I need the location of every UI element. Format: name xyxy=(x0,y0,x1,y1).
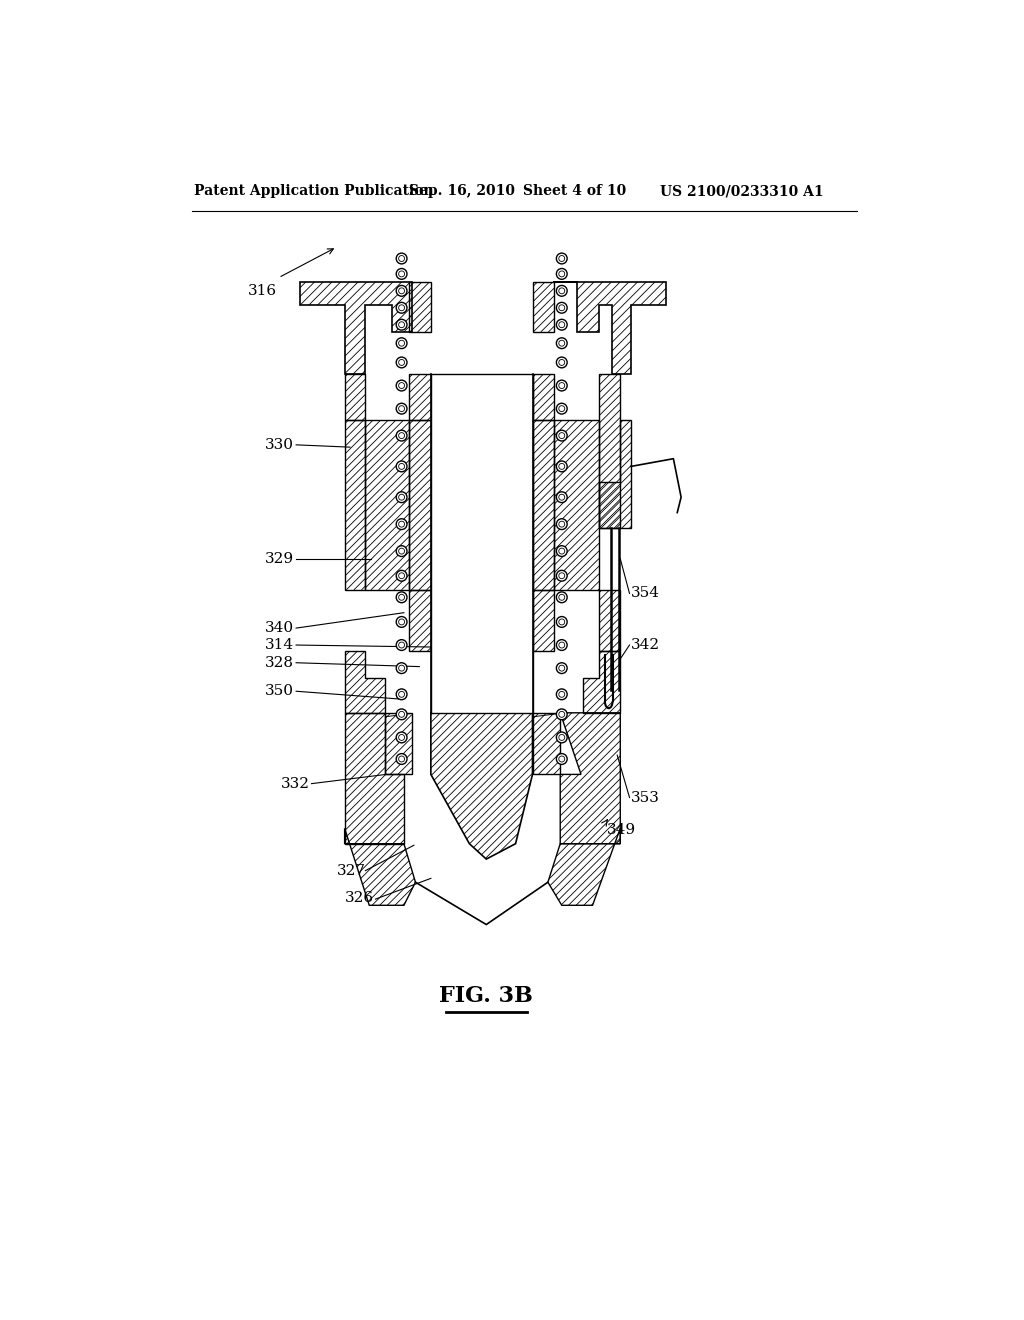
Circle shape xyxy=(396,404,407,414)
Circle shape xyxy=(556,404,567,414)
Circle shape xyxy=(556,253,567,264)
Circle shape xyxy=(396,689,407,700)
Text: 329: 329 xyxy=(265,552,295,566)
Text: 354: 354 xyxy=(631,586,660,601)
Circle shape xyxy=(556,519,567,529)
Circle shape xyxy=(556,319,567,330)
Circle shape xyxy=(396,545,407,557)
Circle shape xyxy=(556,358,567,368)
Circle shape xyxy=(396,591,407,603)
Circle shape xyxy=(556,689,567,700)
Text: 332: 332 xyxy=(281,776,309,791)
Circle shape xyxy=(396,461,407,471)
Circle shape xyxy=(556,285,567,296)
Text: 314: 314 xyxy=(265,638,295,652)
Text: Patent Application Publication: Patent Application Publication xyxy=(194,185,433,198)
Text: 316: 316 xyxy=(248,284,276,298)
Circle shape xyxy=(556,640,567,651)
Circle shape xyxy=(556,430,567,441)
Circle shape xyxy=(396,285,407,296)
Text: 353: 353 xyxy=(631,791,659,804)
Circle shape xyxy=(396,733,407,743)
Circle shape xyxy=(396,302,407,313)
Text: US 2100/0233310 A1: US 2100/0233310 A1 xyxy=(660,185,824,198)
Circle shape xyxy=(556,338,567,348)
Text: FIG. 3B: FIG. 3B xyxy=(439,985,534,1007)
Circle shape xyxy=(556,733,567,743)
Text: Sep. 16, 2010: Sep. 16, 2010 xyxy=(410,185,515,198)
Text: 349: 349 xyxy=(606,822,636,837)
Circle shape xyxy=(396,754,407,764)
Circle shape xyxy=(396,253,407,264)
Circle shape xyxy=(556,754,567,764)
Circle shape xyxy=(556,663,567,673)
Text: 330: 330 xyxy=(265,438,294,451)
Bar xyxy=(431,374,532,713)
Circle shape xyxy=(396,380,407,391)
Circle shape xyxy=(556,492,567,503)
Circle shape xyxy=(556,461,567,471)
Circle shape xyxy=(396,519,407,529)
Circle shape xyxy=(396,268,407,280)
Circle shape xyxy=(556,709,567,719)
Circle shape xyxy=(396,709,407,719)
Circle shape xyxy=(556,616,567,627)
Circle shape xyxy=(556,302,567,313)
Circle shape xyxy=(556,570,567,581)
Text: Sheet 4 of 10: Sheet 4 of 10 xyxy=(523,185,627,198)
Circle shape xyxy=(396,492,407,503)
Text: 327: 327 xyxy=(337,863,366,878)
Circle shape xyxy=(556,591,567,603)
Text: 326: 326 xyxy=(345,891,374,904)
Circle shape xyxy=(396,663,407,673)
Text: 328: 328 xyxy=(265,656,294,669)
Text: 350: 350 xyxy=(265,684,294,698)
Circle shape xyxy=(396,430,407,441)
Circle shape xyxy=(396,640,407,651)
Circle shape xyxy=(396,338,407,348)
Circle shape xyxy=(396,319,407,330)
Circle shape xyxy=(396,616,407,627)
Circle shape xyxy=(556,545,567,557)
Circle shape xyxy=(556,380,567,391)
Circle shape xyxy=(396,570,407,581)
Circle shape xyxy=(396,358,407,368)
Text: 342: 342 xyxy=(631,638,660,652)
Circle shape xyxy=(556,268,567,280)
Text: 340: 340 xyxy=(265,622,295,635)
